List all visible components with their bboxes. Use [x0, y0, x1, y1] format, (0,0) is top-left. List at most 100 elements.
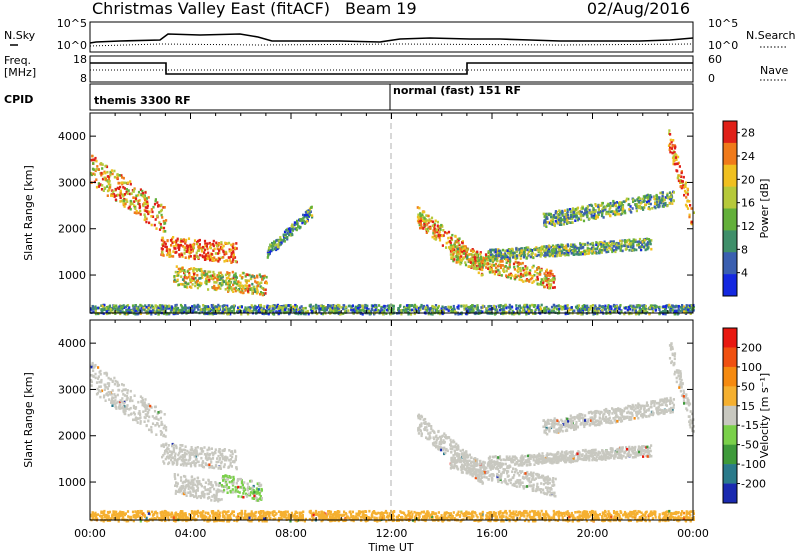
power-echo-cell: [227, 276, 230, 279]
power-echo-cell: [282, 304, 285, 308]
power-echo-cell: [679, 185, 682, 188]
power-echo-cell: [458, 247, 461, 250]
velocity-echo-cell: [129, 398, 132, 401]
power-echo-cell: [649, 198, 652, 201]
velocity-echo-cell: [137, 400, 140, 404]
power-echo-cell: [230, 248, 233, 252]
power-echo-cell: [145, 217, 148, 221]
freq-unit: [MHz]: [4, 66, 36, 79]
power-echo-cell: [621, 212, 624, 215]
power-echo-cell: [172, 236, 175, 239]
power-echo-cell: [484, 259, 487, 262]
power-echo-cell: [182, 282, 185, 286]
power-echo-cell: [689, 312, 692, 315]
power-echo-cell: [459, 262, 462, 266]
power-echo-cell: [408, 308, 411, 312]
power-echo-cell: [123, 187, 126, 190]
power-echo-cell: [105, 307, 108, 310]
power-echo-cell: [623, 244, 626, 248]
power-echo-cell: [595, 204, 598, 208]
power-echo-cell: [248, 273, 251, 277]
power-echo-cell: [567, 310, 570, 314]
power-echo-cell: [206, 305, 210, 308]
power-echo-cell: [142, 195, 145, 198]
power-echo-cell: [609, 214, 612, 217]
power-echo-cell: [203, 310, 207, 313]
power-echo-cell: [627, 203, 630, 207]
power-echo-cell: [329, 309, 333, 312]
power-echo-cell: [183, 285, 186, 288]
power-echo-cell: [266, 309, 269, 313]
power-echo-cell: [228, 278, 231, 281]
velocity-echo-cell: [129, 413, 133, 416]
power-echo-cell: [573, 243, 576, 247]
power-echo-cell: [206, 308, 209, 311]
power-echo-cell: [531, 281, 534, 284]
power-echo-cell: [450, 237, 453, 240]
power-echo-cell: [686, 191, 689, 194]
power-echo-cell: [468, 253, 471, 256]
power-echo-cell: [226, 281, 230, 285]
power-echo-cell: [301, 221, 304, 225]
velocity-echo-cell: [162, 434, 165, 438]
power-echo-cell: [448, 246, 451, 249]
power-echo-cell: [122, 186, 125, 189]
power-echo-cell: [476, 306, 479, 309]
power-echo-cell: [563, 251, 566, 255]
power-echo-cell: [254, 305, 257, 309]
nsearch-label: N.Search: [746, 29, 796, 42]
power-echo-cell: [118, 181, 121, 185]
power-echo-cell: [452, 253, 455, 256]
power-echo-cell: [151, 305, 155, 309]
power-echo-cell: [293, 221, 296, 224]
power-echo-cell: [543, 308, 546, 311]
power-echo-cell: [632, 304, 635, 308]
power-echo-cell: [525, 271, 528, 274]
power-echo-cell: [204, 244, 207, 248]
power-echo-cell: [445, 307, 448, 311]
power-echo-cell: [266, 256, 269, 259]
power-echo-cell: [259, 285, 262, 288]
power-echo-cell: [276, 303, 279, 307]
power-echo-cell: [597, 309, 600, 313]
power-echo-cell: [176, 237, 179, 241]
velocity-echo-cell: [139, 422, 142, 425]
power-echo-cell: [523, 253, 526, 257]
power-echo-cell: [533, 248, 536, 251]
power-echo-cell: [679, 178, 682, 182]
power-echo-cell: [169, 251, 172, 254]
power-echo-cell: [226, 271, 229, 274]
power-echo-cell: [129, 203, 132, 206]
power-echo-cell: [635, 209, 638, 213]
power-echo-cell: [488, 271, 492, 274]
power-echo-cell: [645, 200, 649, 204]
power-echo-cell: [212, 277, 215, 281]
power-echo-cell: [585, 307, 589, 310]
power-echo-cell: [165, 312, 169, 316]
power-echo-cell: [412, 309, 416, 312]
power-echo-cell: [570, 245, 573, 248]
station-title: Christmas Valley East (fitACF): [92, 0, 330, 18]
power-echo-cell: [574, 249, 577, 252]
power-echo-cell: [561, 211, 564, 214]
power-echo-cell: [680, 186, 683, 190]
power-echo-cell: [542, 281, 545, 285]
power-echo-cell: [427, 229, 430, 233]
power-echo-cell: [113, 304, 116, 308]
power-echo-cell: [601, 209, 604, 213]
power-echo-cell: [639, 198, 642, 202]
power-echo-cell: [213, 276, 217, 280]
power-echo-cell: [432, 231, 435, 235]
power-echo-cell: [254, 280, 257, 283]
power-echo-cell: [435, 234, 438, 238]
power-echo-cell: [598, 307, 601, 311]
power-echo-cell: [578, 309, 581, 312]
velocity-echo-cell: [106, 382, 109, 385]
power-echo-cell: [523, 308, 526, 311]
freq-label: Freq.: [4, 54, 31, 67]
power-echo-cell: [221, 309, 224, 313]
velocity-echo-cell: [91, 363, 94, 367]
power-echo-cell: [190, 279, 194, 282]
power-echo-cell: [535, 278, 538, 282]
power-echo-cell: [116, 175, 119, 178]
